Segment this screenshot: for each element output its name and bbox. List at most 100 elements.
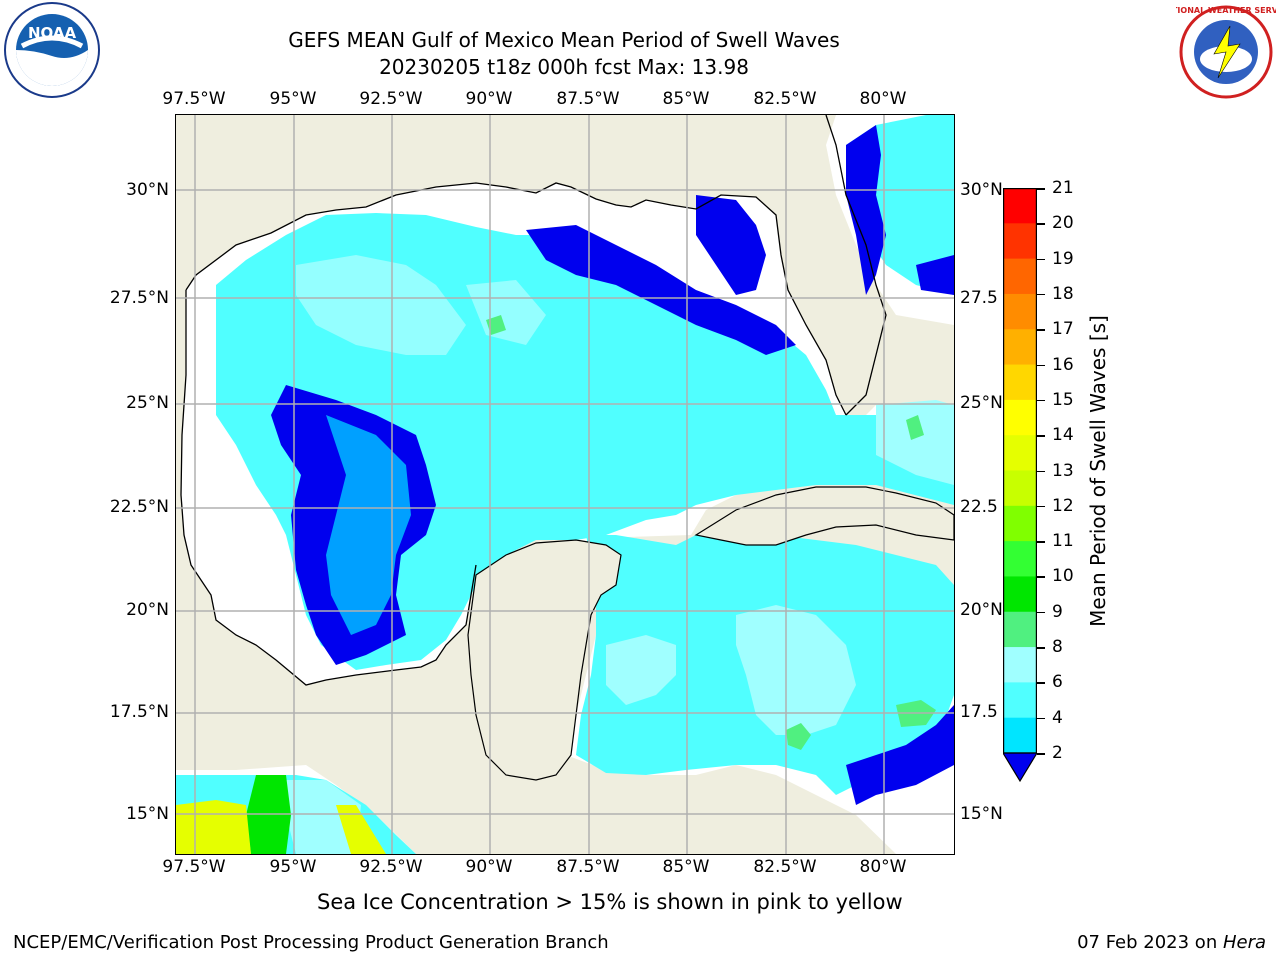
colorbar-title: Mean Period of Swell Waves [s] — [1086, 315, 1110, 627]
lon-tick-top: 97.5°W — [162, 89, 226, 109]
lon-tick-top: 90°W — [465, 89, 513, 109]
swell-field-pacific-light — [276, 780, 361, 854]
colorbar-label: 18 — [1052, 283, 1074, 304]
footer-date-text: 07 Feb 2023 on — [1077, 932, 1223, 953]
colorbar-extend-arrow — [1001, 752, 1039, 783]
colorbar-tick — [1037, 399, 1045, 402]
colorbar-bin — [1003, 611, 1037, 648]
colorbar-label: 2 — [1052, 743, 1063, 763]
colorbar-label: 19 — [1052, 248, 1074, 269]
colorbar-label: 10 — [1052, 566, 1074, 587]
colorbar-tick — [1037, 647, 1045, 649]
swell-field-caribbean-edge — [846, 705, 954, 805]
lat-tick-left: 15°N — [126, 804, 169, 824]
swell-field-west-mid — [326, 415, 411, 635]
swell-field-gulf-light — [296, 255, 546, 355]
lat-tick-right: 27.5 — [960, 288, 998, 308]
lat-tick-left: 17.5°N — [109, 702, 169, 722]
cuba-land — [694, 486, 954, 546]
swell-field-caribbean-light — [606, 605, 856, 735]
graticule — [176, 115, 954, 854]
colorbar-tick — [1037, 223, 1045, 225]
lat-tick-right: 15°N — [960, 804, 1003, 824]
colorbar-bin — [1003, 293, 1037, 330]
colorbar-tick — [1037, 293, 1045, 296]
lat-tick-right: 17.5 — [960, 702, 998, 722]
lat-tick-left: 25°N — [126, 393, 169, 413]
colorbar-bin — [1003, 188, 1037, 224]
colorbar-tick — [1037, 541, 1045, 543]
lat-tick-left: 22.5°N — [109, 497, 169, 517]
colorbar-frame — [1003, 188, 1037, 754]
colorbar-label: 15 — [1052, 389, 1074, 410]
swell-field-ne-low — [526, 195, 796, 355]
lat-tick-right: 30°N — [960, 180, 1003, 200]
colorbar-bin — [1003, 505, 1037, 542]
swell-field-straits — [876, 400, 954, 485]
colorbar-tick — [1037, 329, 1045, 331]
noaa-logo: NOAA — [0, 0, 104, 100]
colorbar-bin — [1003, 470, 1037, 507]
colorbar-bin — [1003, 576, 1037, 613]
colorbar-bin — [1003, 717, 1037, 754]
noaa-logo-text: NOAA — [28, 24, 77, 42]
lon-tick-bottom: 90°W — [465, 857, 513, 877]
colorbar-tick — [1037, 364, 1045, 367]
footer-credit: NCEP/EMC/Verification Post Processing Pr… — [13, 932, 609, 953]
colorbar-label: 4 — [1052, 707, 1063, 728]
colorbar-bin — [1003, 682, 1037, 719]
colorbar-label: 11 — [1052, 531, 1074, 552]
chart-title: GEFS MEAN Gulf of Mexico Mean Period of … — [288, 28, 840, 52]
colorbar-label: 20 — [1052, 213, 1074, 234]
colorbar-bin — [1003, 647, 1037, 683]
nws-logo-text: NATIONAL WEATHER SERVICE — [1176, 6, 1276, 15]
lat-tick-left: 27.5°N — [109, 288, 169, 308]
colorbar-bin — [1003, 541, 1037, 577]
colorbar-label: 16 — [1052, 354, 1074, 375]
colorbar-label: 13 — [1052, 460, 1074, 481]
colorbar-label: 8 — [1052, 637, 1063, 658]
footer-machine: Hera — [1222, 932, 1266, 953]
colorbar-label: 9 — [1052, 601, 1063, 622]
lon-tick-bottom: 80°W — [859, 857, 907, 877]
lat-tick-left: 20°N — [126, 600, 169, 620]
lon-tick-bottom: 97.5°W — [162, 857, 226, 877]
colorbar-label: 21 — [1052, 178, 1074, 198]
map-plot-area — [175, 114, 955, 855]
lon-tick-top: 80°W — [859, 89, 907, 109]
lon-tick-top: 92.5°W — [359, 89, 423, 109]
colorbar-tick — [1037, 611, 1045, 614]
colorbar-tick — [1037, 717, 1045, 720]
colorbar — [1001, 188, 1039, 783]
colorbar-tick — [1037, 435, 1045, 437]
lat-tick-left: 30°N — [126, 180, 169, 200]
yucatan-land — [467, 539, 622, 781]
sea-ice-note: Sea Ice Concentration > 15% is shown in … — [317, 890, 903, 914]
colorbar-bin — [1003, 399, 1037, 436]
lon-tick-top: 95°W — [269, 89, 317, 109]
colorbar-tick — [1037, 188, 1045, 190]
lat-tick-right: 22.5 — [960, 497, 998, 517]
colorbar-bin — [1003, 329, 1037, 366]
colorbar-label: 6 — [1052, 672, 1063, 693]
colorbar-bin — [1003, 223, 1037, 260]
colorbar-bin — [1003, 435, 1037, 471]
colorbar-tick — [1037, 258, 1045, 261]
colorbar-label: 12 — [1052, 495, 1074, 516]
lat-tick-right: 25°N — [960, 393, 1003, 413]
colorbar-bin — [1003, 364, 1037, 401]
colorbar-tick — [1037, 682, 1045, 684]
lon-tick-bottom: 82.5°W — [753, 857, 817, 877]
colorbar-tick — [1037, 753, 1045, 755]
colorbar-tick — [1037, 470, 1045, 472]
lon-tick-bottom: 85°W — [662, 857, 710, 877]
lon-tick-bottom: 92.5°W — [359, 857, 423, 877]
footer-date: 07 Feb 2023 on Hera — [1077, 932, 1266, 953]
chart-subtitle: 20230205 t18z 000h fcst Max: 13.98 — [379, 55, 749, 79]
colorbar-label: 14 — [1052, 425, 1074, 446]
lon-tick-bottom: 87.5°W — [556, 857, 620, 877]
lon-tick-bottom: 95°W — [269, 857, 317, 877]
coastline-florida-east — [825, 115, 887, 416]
lon-tick-top: 87.5°W — [556, 89, 620, 109]
lon-tick-top: 85°W — [662, 89, 710, 109]
